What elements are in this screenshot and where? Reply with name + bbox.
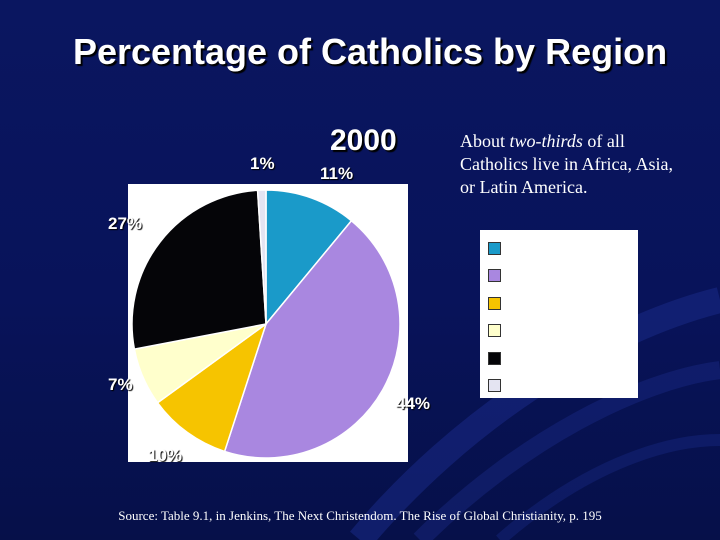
chart-year-label: 2000 <box>330 124 397 157</box>
note-emphasis: two-thirds <box>509 131 583 151</box>
page-title: Percentage of Catholics by Region <box>72 31 668 72</box>
legend-swatch <box>488 296 501 310</box>
pie-slice-africa <box>265 189 353 327</box>
pie-chart-area <box>128 184 408 462</box>
percent-label-latin-america: 44% <box>396 394 431 413</box>
legend-swatch <box>488 324 501 337</box>
legend-label: Asia <box>509 293 545 312</box>
pie-slice-asia <box>156 322 268 453</box>
legend-label: Africa <box>509 238 558 257</box>
chart-legend: Africa Latin America Asia North America Euro… <box>480 230 638 398</box>
legend-label: Oceania <box>509 375 576 395</box>
pie-chart <box>131 189 401 459</box>
pie-slice-oceania <box>256 189 267 325</box>
legend-item-oceania: Oceania <box>488 374 575 398</box>
legend-label: Europe <box>509 348 568 367</box>
source-citation: Source: Table 9.1, in Jenkins, The Next … <box>118 508 602 523</box>
percent-label-africa: 11% <box>320 164 354 183</box>
percent-label-north-america: 7% <box>108 375 133 394</box>
legend-item-north-america: North America <box>488 319 626 343</box>
legend-swatch <box>488 351 501 365</box>
legend-item-europe: Europe <box>488 346 568 370</box>
legend-swatch <box>488 269 501 282</box>
legend-label: Latin America <box>509 265 621 285</box>
legend-swatch <box>488 379 501 392</box>
legend-label: North America <box>509 320 626 340</box>
pie-slice-europe <box>131 189 267 350</box>
legend-item-latin-america: Latin America <box>488 264 621 288</box>
note-text: About two-thirds of all Catholics live i… <box>460 130 690 199</box>
legend-item-africa: Africa <box>488 236 557 260</box>
legend-item-asia: Asia <box>488 291 545 315</box>
percent-label-europe: 27% <box>108 214 143 233</box>
percent-label-asia: 10% <box>148 446 183 465</box>
legend-swatch <box>488 241 501 255</box>
pie-slice-latin-america <box>223 219 401 459</box>
note-prefix: About <box>460 131 510 151</box>
note-suffix: of all Catholics live in Africa, Asia, o… <box>460 131 673 197</box>
percent-label-oceania: 1% <box>250 154 275 173</box>
